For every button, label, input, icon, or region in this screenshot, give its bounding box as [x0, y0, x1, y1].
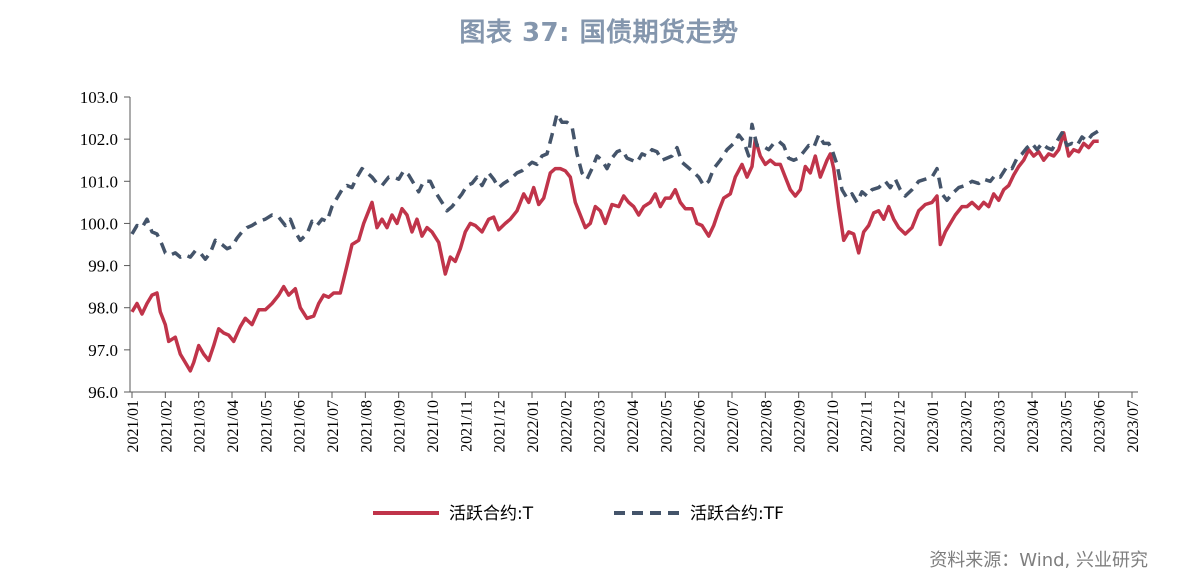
x-tick-label: 2021/07 — [325, 400, 342, 452]
x-tick-label: 2023/06 — [1092, 400, 1109, 452]
x-tick-label: 2021/11 — [458, 400, 475, 452]
y-tick-label: 98.0 — [88, 299, 118, 318]
x-tick-label: 2022/05 — [658, 400, 675, 452]
x-tick-label: 2022/10 — [825, 400, 842, 452]
y-tick-label: 101.0 — [80, 172, 118, 191]
x-tick-label: 2021/10 — [425, 400, 442, 452]
x-tick-label: 2022/01 — [525, 400, 542, 452]
x-tick-label: 2021/03 — [192, 400, 209, 452]
x-tick-label: 2022/07 — [725, 400, 742, 452]
series-layer — [130, 112, 1100, 373]
x-tick-label: 2021/08 — [358, 400, 375, 452]
x-axis: 2021/01 2021/02 2021/03 2021/04 2021/05 2021/… — [125, 391, 1142, 452]
legend-label-1: 活跃合约:TF — [690, 504, 784, 524]
y-tick-label: 96.0 — [88, 383, 118, 402]
legend-label-0: 活跃合约:T — [449, 504, 534, 524]
x-tick-label: 2021/02 — [158, 400, 175, 452]
x-tick-label: 2023/02 — [958, 400, 975, 452]
series-line-0 — [130, 131, 1099, 373]
y-axis: 96.0 97.0 98.0 99.0 100.0 101.0 102.0 103.0 — [80, 88, 131, 402]
x-tick-label: 2021/04 — [225, 400, 242, 452]
series-line-1 — [130, 112, 1100, 261]
x-tick-label: 2022/02 — [558, 400, 575, 452]
y-tick-label: 102.0 — [80, 130, 118, 149]
x-tick-label: 2023/07 — [1125, 400, 1142, 452]
x-tick-label: 2022/04 — [625, 400, 642, 452]
x-tick-label: 2022/12 — [892, 400, 909, 452]
y-tick-label: 103.0 — [80, 88, 118, 107]
x-tick-label: 2023/01 — [925, 400, 942, 452]
x-tick-label: 2023/03 — [992, 400, 1009, 452]
x-tick-label: 2022/03 — [592, 400, 609, 452]
x-tick-label: 2021/01 — [125, 400, 142, 452]
x-tick-label: 2021/05 — [258, 400, 275, 452]
x-tick-label: 2022/08 — [758, 400, 775, 452]
legend: 活跃合约:T 活跃合约:TF — [373, 504, 784, 524]
chart-title: 图表 37: 国债期货走势 — [459, 18, 739, 48]
x-tick-label: 2021/12 — [492, 400, 509, 452]
x-tick-label: 2022/06 — [692, 400, 709, 452]
y-tick-label: 97.0 — [88, 341, 118, 360]
x-tick-label: 2021/06 — [292, 400, 309, 452]
y-tick-label: 100.0 — [80, 214, 118, 233]
x-tick-label: 2022/09 — [792, 400, 809, 452]
x-tick-label: 2023/05 — [1058, 400, 1075, 452]
source-note: 资料来源：Wind, 兴业研究 — [929, 550, 1148, 571]
x-tick-label: 2023/04 — [1025, 400, 1042, 452]
x-tick-label: 2021/09 — [392, 400, 409, 452]
x-tick-label: 2022/11 — [858, 400, 875, 452]
y-tick-label: 99.0 — [88, 257, 118, 276]
